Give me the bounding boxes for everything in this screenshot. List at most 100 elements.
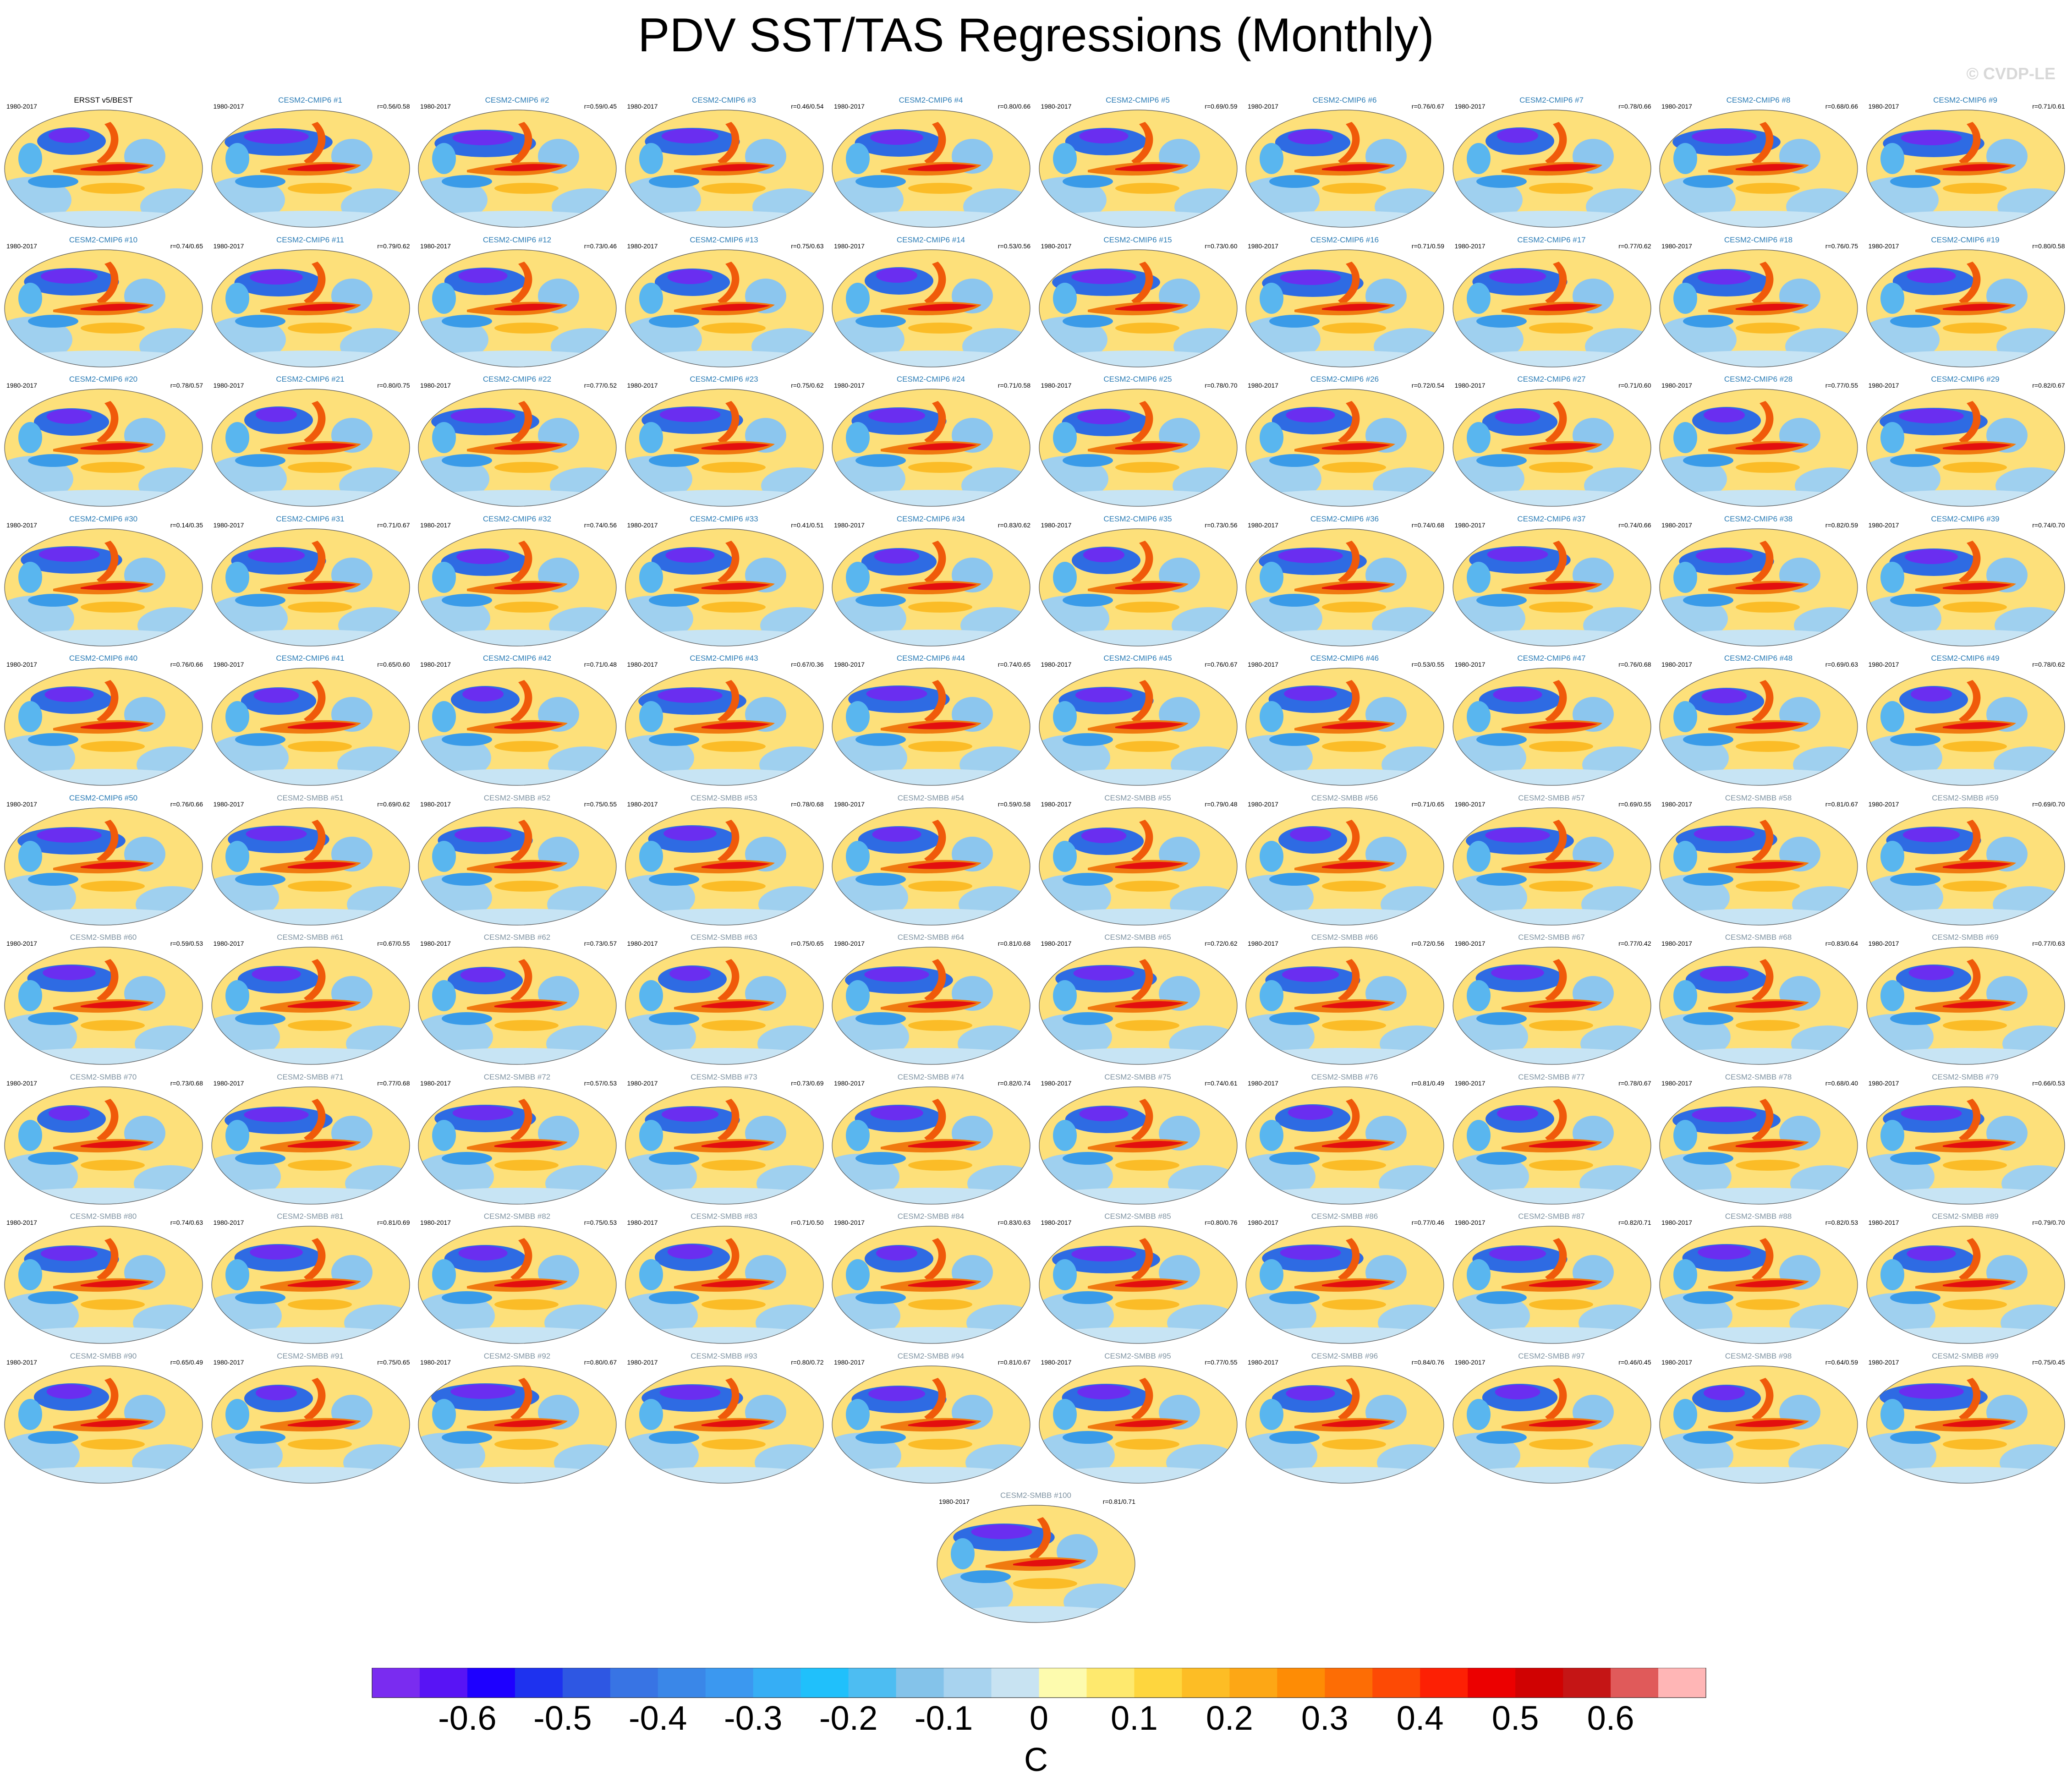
panel-period: 1980-2017	[6, 800, 37, 808]
panel-correlation: r=0.71/0.60	[1618, 382, 1651, 389]
colorbar-swatch	[467, 1668, 515, 1698]
map-panel: 1980-2017 CESM2-CMIP6 #47 r=0.76/0.68	[1448, 650, 1655, 789]
panel-correlation: r=0.68/0.66	[1825, 103, 1858, 110]
map-panel: 1980-2017 CESM2-SMBB #74 r=0.82/0.74	[828, 1069, 1034, 1208]
panel-title: CESM2-CMIP6 #41	[276, 654, 345, 663]
panel-title: CESM2-SMBB #85	[1104, 1212, 1171, 1221]
map-globe	[1866, 249, 2065, 367]
map-globe	[1452, 110, 1651, 228]
panel-period: 1980-2017	[834, 940, 865, 947]
panel-period: 1980-2017	[834, 661, 865, 668]
panel-title: CESM2-CMIP6 #8	[1726, 96, 1791, 104]
panel-period: 1980-2017	[213, 1358, 244, 1366]
colorbar-swatch	[1039, 1668, 1087, 1698]
panel-period: 1980-2017	[420, 800, 451, 808]
map-globe	[418, 807, 617, 926]
panel-period: 1980-2017	[1454, 242, 1485, 250]
panel-correlation: r=0.71/0.67	[377, 521, 410, 529]
colorbar-tick-label: 0.3	[1301, 1699, 1348, 1737]
map-globe	[211, 110, 410, 228]
map-globe	[418, 110, 617, 228]
panel-correlation: r=0.74/0.63	[170, 1219, 203, 1226]
panel-correlation: r=0.74/0.65	[998, 661, 1031, 668]
panel-correlation: r=0.83/0.62	[998, 521, 1031, 529]
map-globe	[211, 668, 410, 786]
map-globe	[1038, 668, 1238, 786]
panel-correlation: r=0.81/0.71	[1102, 1498, 1135, 1505]
panel-correlation: r=0.78/0.57	[170, 382, 203, 389]
map-panel: 1980-2017 CESM2-SMBB #88 r=0.82/0.53	[1655, 1208, 1862, 1348]
panel-title: CESM2-SMBB #77	[1518, 1072, 1585, 1081]
colorbar-swatch	[1515, 1668, 1563, 1698]
colorbar-swatch	[1325, 1668, 1373, 1698]
panel-title: CESM2-CMIP6 #23	[690, 375, 758, 384]
map-panel: 1980-2017 CESM2-CMIP6 #43 r=0.67/0.36	[621, 650, 828, 789]
panel-correlation: r=0.71/0.48	[584, 661, 617, 668]
map-panel: 1980-2017 CESM2-CMIP6 #38 r=0.82/0.59	[1655, 510, 1862, 650]
colorbar-swatch	[800, 1668, 849, 1698]
map-globe	[418, 1086, 617, 1205]
panel-title: CESM2-SMBB #64	[897, 933, 965, 942]
panel-title: CESM2-SMBB #52	[483, 793, 551, 802]
colorbar-swatch	[1658, 1668, 1706, 1698]
panel-correlation: r=0.82/0.71	[1618, 1219, 1651, 1226]
panel-correlation: r=0.83/0.64	[1825, 940, 1858, 947]
panel-correlation: r=0.82/0.59	[1825, 521, 1858, 529]
panel-period: 1980-2017	[1454, 1219, 1485, 1226]
panel-period: 1980-2017	[1454, 800, 1485, 808]
panel-title: CESM2-CMIP6 #46	[1310, 654, 1379, 663]
colorbar-swatch	[1086, 1668, 1135, 1698]
panel-correlation: r=0.67/0.55	[377, 940, 410, 947]
map-panel: 1980-2017 CESM2-CMIP6 #26 r=0.72/0.54	[1241, 371, 1448, 510]
panel-period: 1980-2017	[834, 521, 865, 529]
panel-period: 1980-2017	[1041, 521, 1072, 529]
panel-title: CESM2-SMBB #90	[70, 1351, 137, 1360]
panel-title: CESM2-CMIP6 #19	[1931, 235, 2000, 244]
panel-correlation: r=0.69/0.62	[377, 800, 410, 808]
map-panel: 1980-2017 CESM2-SMBB #97 r=0.46/0.45	[1448, 1348, 1655, 1487]
colorbar-swatch	[372, 1668, 420, 1698]
panel-title: CESM2-SMBB #53	[691, 793, 757, 802]
colorbar-tick-label: 0.1	[1111, 1699, 1158, 1737]
panel-correlation: r=0.78/0.70	[1205, 382, 1238, 389]
panel-correlation: r=0.82/0.67	[2032, 382, 2065, 389]
map-panel: 1980-2017 CESM2-SMBB #86 r=0.77/0.46	[1241, 1208, 1448, 1348]
map-panel: 1980-2017 CESM2-CMIP6 #4 r=0.80/0.66	[828, 92, 1034, 231]
map-panel: 1980-2017 CESM2-CMIP6 #30 r=0.14/0.35	[0, 510, 207, 650]
map-panel: 1980-2017 CESM2-CMIP6 #6 r=0.76/0.67	[1241, 92, 1448, 231]
panel-correlation: r=0.80/0.75	[377, 382, 410, 389]
panel-title: CESM2-SMBB #73	[691, 1072, 757, 1081]
panel-period: 1980-2017	[1248, 1358, 1278, 1366]
map-globe	[1245, 807, 1444, 926]
map-panel: 1980-2017 CESM2-SMBB #55 r=0.79/0.48	[1035, 789, 1241, 929]
map-panel: 1980-2017 CESM2-SMBB #57 r=0.69/0.55	[1448, 789, 1655, 929]
panel-title: CESM2-SMBB #95	[1104, 1351, 1171, 1360]
panel-period: 1980-2017	[1661, 1358, 1692, 1366]
colorbar-swatch	[991, 1668, 1039, 1698]
panel-period: 1980-2017	[6, 1219, 37, 1226]
panel-period: 1980-2017	[834, 1219, 865, 1226]
panel-correlation: r=0.69/0.55	[1618, 800, 1651, 808]
map-panel: 1980-2017 CESM2-SMBB #90 r=0.65/0.49	[0, 1348, 207, 1487]
map-panel: 1980-2017 CESM2-CMIP6 #9 r=0.71/0.61	[1862, 92, 2069, 231]
panel-period: 1980-2017	[420, 940, 451, 947]
map-panel: 1980-2017 CESM2-CMIP6 #25 r=0.78/0.70	[1035, 371, 1241, 510]
panel-correlation: r=0.73/0.57	[584, 940, 617, 947]
panel-correlation: r=0.73/0.60	[1205, 242, 1238, 250]
panel-period: 1980-2017	[834, 382, 865, 389]
map-globe	[418, 1365, 617, 1484]
panel-period: 1980-2017	[1868, 1079, 1899, 1087]
map-globe	[1245, 947, 1444, 1065]
colorbar-swatch	[610, 1668, 658, 1698]
panel-correlation: r=0.69/0.63	[1825, 661, 1858, 668]
panel-title: CESM2-CMIP6 #29	[1931, 375, 2000, 384]
map-panel: 1980-2017 CESM2-CMIP6 #24 r=0.71/0.58	[828, 371, 1034, 510]
map-panel: 1980-2017 CESM2-CMIP6 #10 r=0.74/0.65	[0, 231, 207, 371]
map-globe	[832, 528, 1031, 647]
panel-correlation: r=0.80/0.66	[998, 103, 1031, 110]
panel-title: CESM2-CMIP6 #36	[1310, 514, 1379, 523]
map-globe	[625, 807, 824, 926]
panel-correlation: r=0.83/0.63	[998, 1219, 1031, 1226]
panel-period: 1980-2017	[1868, 940, 1899, 947]
map-globe	[832, 947, 1031, 1065]
